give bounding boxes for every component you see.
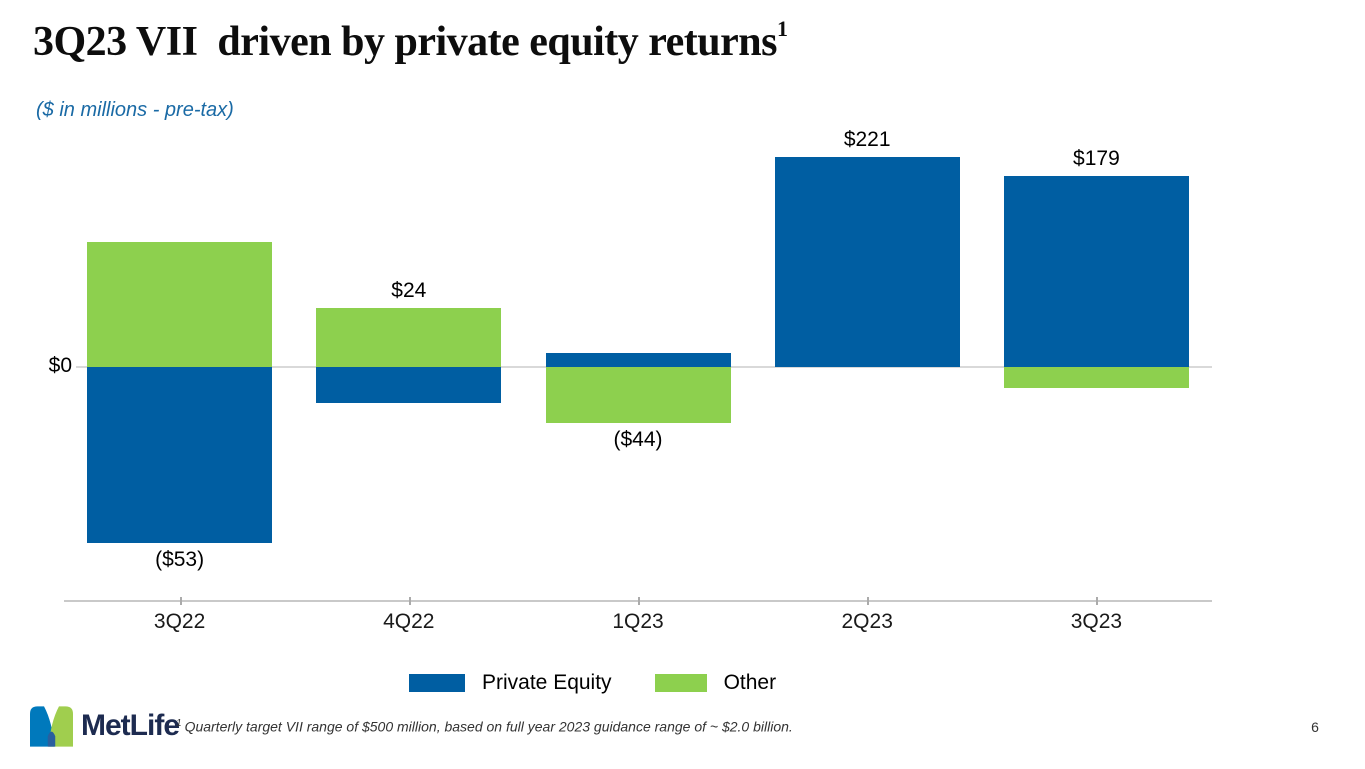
value-label-1q23: ($44) <box>613 428 663 452</box>
footnote: 1 Quarterly target VII range of $500 mill… <box>176 718 793 735</box>
slide-title-footnote-marker: 1 <box>776 16 788 41</box>
x-axis-tick-3q23 <box>1096 597 1099 605</box>
legend-swatch-other <box>654 674 707 692</box>
bar-segment-private-equity-3q23 <box>1003 176 1189 367</box>
value-label-3q22: ($53) <box>155 547 205 571</box>
legend-label-private-equity: Private Equity <box>482 671 612 694</box>
bar-segment-private-equity-1q23 <box>545 352 731 367</box>
bar-segment-other-4q22 <box>316 308 502 367</box>
bar-segment-private-equity-4q22 <box>316 367 502 404</box>
chart-legend: Private Equity Other <box>409 671 776 695</box>
legend-label-other: Other <box>723 671 777 694</box>
page-number: 6 <box>1311 719 1319 735</box>
metlife-m-icon <box>30 706 73 747</box>
value-label-3q23: $179 <box>1073 147 1120 171</box>
bar-segment-private-equity-2q23 <box>774 157 960 367</box>
bar-segment-other-3q22 <box>87 241 273 367</box>
metlife-wordmark: MetLife <box>81 709 180 742</box>
y-axis-zero-label: $0 <box>48 354 72 377</box>
metlife-logo: MetLife <box>30 704 180 748</box>
bar-segment-other-1q23 <box>545 367 731 424</box>
slide-title-text: 3Q23 VII driven by private equity return… <box>33 19 777 65</box>
x-axis-tick-1q23 <box>638 597 640 605</box>
value-label-4q22: $24 <box>391 279 427 303</box>
bar-segment-other-3q23 <box>1003 367 1189 388</box>
footnote-text: Quarterly target VII range of $500 milli… <box>184 718 793 735</box>
x-axis-tick-3q22 <box>179 597 182 605</box>
value-label-2q23: $221 <box>843 128 891 152</box>
slide-title: 3Q23 VII driven by private equity return… <box>33 16 788 66</box>
x-axis-tick-4q22 <box>408 597 411 605</box>
x-axis-label-2q23: 2Q23 <box>841 610 893 633</box>
x-axis-label-1q23: 1Q23 <box>612 610 664 633</box>
x-axis-label-3q22: 3Q22 <box>153 610 206 633</box>
x-axis-tick-2q23 <box>867 597 870 605</box>
legend-swatch-private-equity <box>409 674 465 692</box>
x-axis-label-3q23: 3Q23 <box>1070 610 1123 633</box>
units-note: ($ in millions - pre-tax) <box>36 99 234 121</box>
bar-segment-private-equity-3q22 <box>87 367 273 543</box>
x-axis-label-4q22: 4Q22 <box>383 610 435 633</box>
footnote-marker: 1 <box>176 718 182 729</box>
